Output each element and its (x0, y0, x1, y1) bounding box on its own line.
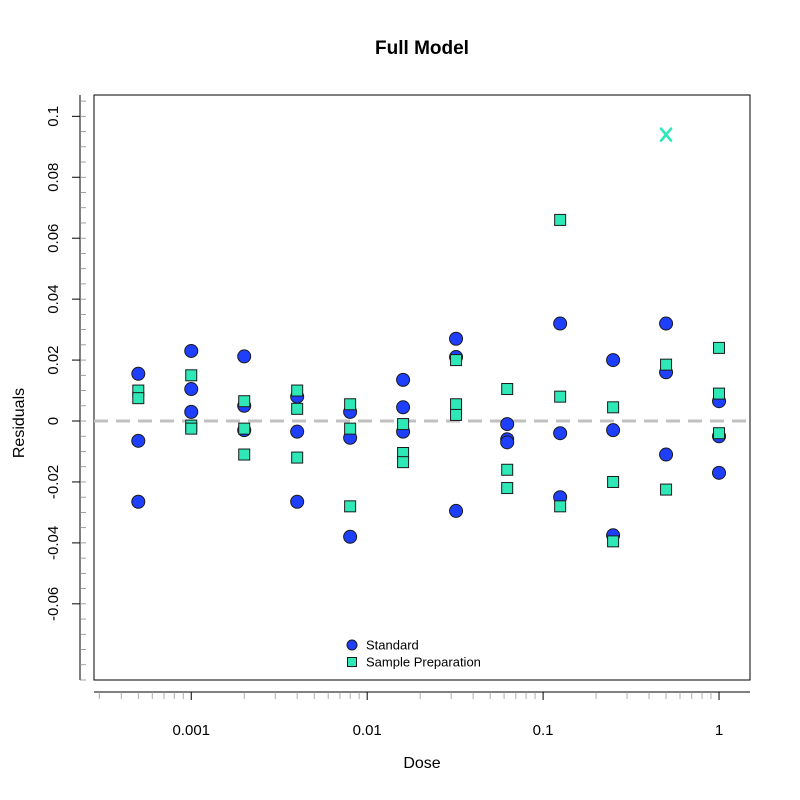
sample-preparation-point (344, 500, 357, 513)
sample-preparation-point (344, 422, 357, 435)
standard-point (553, 316, 568, 331)
sample-preparation-point (450, 398, 463, 411)
y-axis-label: Residuals (11, 388, 28, 458)
y-tick-label: -0.04 (45, 526, 62, 560)
sample-preparation-point (501, 463, 514, 476)
sample-preparation-point (713, 341, 726, 354)
standard-point (237, 349, 252, 364)
sample-preparation-point (132, 392, 145, 405)
standard-point (712, 465, 727, 480)
outlier-x-marker (659, 127, 673, 142)
sample-preparation-point (291, 451, 304, 464)
standard-point (553, 426, 568, 441)
sample-preparation-point (554, 390, 567, 403)
standard-point (184, 343, 199, 358)
y-tick-label: -0.02 (45, 465, 62, 499)
standard-point (343, 529, 358, 544)
plot-frame (93, 94, 751, 681)
sample-preparation-point (397, 418, 410, 431)
sample-preparation-point (450, 354, 463, 367)
y-tick-label: 0.04 (45, 285, 62, 314)
sample-preparation-point (238, 448, 251, 461)
y-tick-label: 0.06 (45, 224, 62, 253)
legend: Standard Sample Preparation (346, 638, 481, 670)
standard-point (396, 372, 411, 387)
sample-preparation-point (660, 483, 673, 496)
sample-preparation-point (607, 401, 620, 414)
sample-preparation-point (185, 422, 198, 435)
standard-point (131, 366, 146, 381)
sample-preparation-point (554, 213, 567, 226)
x-axis-label: Dose (403, 755, 440, 772)
standard-point (184, 404, 199, 419)
y-tick-label: 0.08 (45, 163, 62, 192)
sample-preparation-point (607, 535, 620, 548)
sample-preparation-point (554, 500, 567, 513)
standard-point (449, 503, 464, 518)
sample-preparation-point (713, 427, 726, 440)
sample-preparation-point (291, 384, 304, 397)
y-tick-label: -0.06 (45, 587, 62, 621)
standard-point (290, 424, 305, 439)
standard-point (131, 494, 146, 509)
legend-label: Standard (366, 638, 419, 653)
sample-preparation-point (397, 456, 410, 469)
standard-point (606, 423, 621, 438)
sample-preparation-point (238, 422, 251, 435)
x-tick-label: 0.001 (172, 722, 210, 739)
standard-point (184, 382, 199, 397)
standard-point (500, 435, 515, 450)
sample-preparation-point (501, 383, 514, 396)
standard-point (659, 316, 674, 331)
legend-sample-preparation-symbol (347, 657, 357, 667)
x-tick-label: 0.1 (533, 722, 554, 739)
standard-point (290, 494, 305, 509)
sample-preparation-point (607, 475, 620, 488)
sample-preparation-point (450, 408, 463, 421)
standard-point (131, 433, 146, 448)
sample-preparation-point (344, 398, 357, 411)
data-points-layer (131, 127, 727, 548)
y-tick-label: 0.1 (45, 106, 62, 127)
sample-preparation-point (185, 369, 198, 382)
standard-point (396, 400, 411, 415)
standard-point (500, 417, 515, 432)
standard-point (606, 353, 621, 368)
y-tick-label: 0.02 (45, 345, 62, 374)
sample-preparation-point (291, 402, 304, 415)
axes-layer: 0.1 0.08 0.06 0.04 0.02 0 -0.02 -0.04 -0.06 0.001… (45, 95, 750, 739)
sample-preparation-point (501, 482, 514, 495)
y-tick-label: 0 (45, 417, 62, 425)
sample-preparation-point (660, 358, 673, 371)
standard-point (659, 447, 674, 462)
standard-point (449, 331, 464, 346)
legend-standard-symbol (346, 639, 358, 651)
x-tick-label: 1 (715, 722, 723, 739)
x-tick-label: 0.01 (353, 722, 382, 739)
legend-label: Sample Preparation (366, 655, 481, 670)
sample-preparation-point (713, 387, 726, 400)
chart-title: Full Model (375, 38, 469, 59)
sample-preparation-point (238, 395, 251, 408)
